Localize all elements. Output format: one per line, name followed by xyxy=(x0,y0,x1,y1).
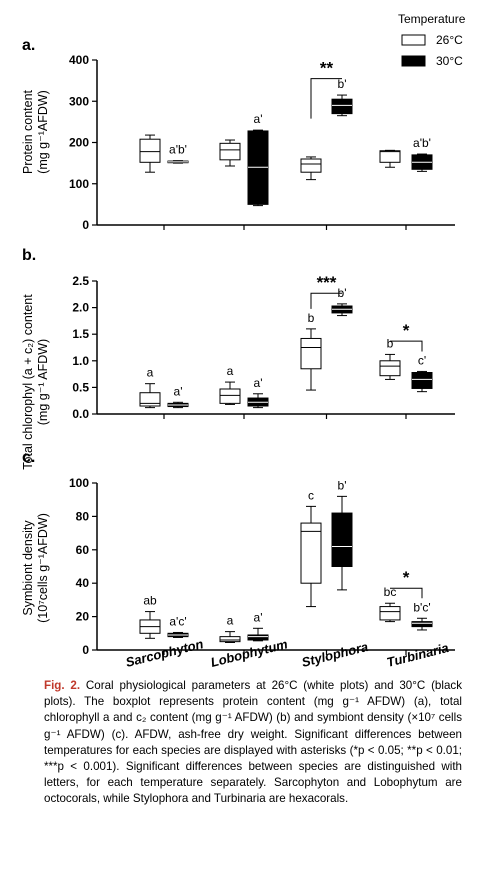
panel-b-ylabel-line2: (mg g⁻¹ AFDW) xyxy=(36,339,50,425)
legend-label-30c: 30°C xyxy=(436,54,463,68)
legend: Temperature 26°C 30°C xyxy=(398,12,466,68)
box-t26 xyxy=(379,150,401,163)
species-label: Turbinaria xyxy=(385,640,450,670)
group-letter-label: a'b' xyxy=(169,143,187,157)
group-letter-label: a' xyxy=(174,384,183,398)
figure-caption: Fig. 2. Coral physiological parameters a… xyxy=(44,678,462,808)
group-letter-label: a xyxy=(147,366,154,380)
group-letter-label: a'b' xyxy=(413,136,431,150)
group-letter-label: b xyxy=(308,311,315,325)
y-tick-label: 200 xyxy=(69,136,89,150)
y-tick-label: 0.5 xyxy=(72,380,89,394)
y-tick-label: 20 xyxy=(76,610,90,624)
box-t30 xyxy=(411,372,433,389)
panel-a-ylabel: Protein content (mg g⁻¹AFDW) xyxy=(21,89,50,174)
panel-b-ylabel-line1: Total chlorophyl (a + c₂) content xyxy=(21,294,35,470)
y-tick-label: 100 xyxy=(69,476,89,490)
box-t26 xyxy=(300,522,322,584)
group-letter-label: ab xyxy=(143,594,157,608)
box-t30 xyxy=(411,621,433,628)
y-tick-label: 2.0 xyxy=(72,301,89,315)
box-t30 xyxy=(331,512,353,567)
box-t26 xyxy=(219,388,241,404)
y-tick-label: 0 xyxy=(82,218,89,232)
panel-c-plot: 0 20 40 60 80 100 ab a'c' a a' c b' bc b'c'* xyxy=(69,476,455,657)
group-letter-label: c' xyxy=(418,353,426,367)
group-letter-label: a xyxy=(227,364,234,378)
box-t26 xyxy=(139,392,161,407)
significance-bracket xyxy=(390,340,423,352)
panel-b-plot: 0.00.51.01.52.02.5aa'aa'bb'bc'**** xyxy=(72,273,455,421)
y-tick-label: 80 xyxy=(76,509,90,523)
panel-c-label: c. xyxy=(22,449,35,466)
box-t26 xyxy=(300,337,322,370)
box-t26 xyxy=(379,360,401,377)
group-letter-label: b' xyxy=(338,77,347,91)
legend-label-26c: 26°C xyxy=(436,33,463,47)
group-letter-label: a' xyxy=(254,376,263,390)
panel-c-ylabel-line2: (10⁷cells g⁻¹AFDW) xyxy=(36,513,50,623)
significance-stars: *** xyxy=(317,273,337,292)
caption-fig-label: Fig. 2. xyxy=(44,679,81,692)
box-t26 xyxy=(139,138,161,163)
y-tick-label: 0 xyxy=(82,643,89,657)
group-letter-label: bc xyxy=(384,585,397,599)
group-letter-label: a xyxy=(227,614,234,628)
species-label: Stylophora xyxy=(300,639,370,670)
y-tick-label: 60 xyxy=(76,543,90,557)
y-tick-label: 100 xyxy=(69,177,89,191)
figure-panels: Temperature 26°C 30°C a. b. c. Protein c… xyxy=(21,12,466,670)
panel-b-label: b. xyxy=(22,247,36,264)
y-tick-label: 1.0 xyxy=(72,354,89,368)
caption-text: Coral physiological parameters at 26°C (… xyxy=(44,679,462,806)
box-t26 xyxy=(300,158,322,173)
panel-a-ylabel-line2: (mg g⁻¹AFDW) xyxy=(36,90,50,174)
significance-stars: * xyxy=(403,321,410,340)
group-letter-label: b xyxy=(387,336,394,350)
panel-c-ylabel-line1: Symbiont density xyxy=(21,520,35,616)
panel-a-label: a. xyxy=(22,37,35,54)
legend-swatch-30c xyxy=(401,55,426,67)
significance-bracket xyxy=(390,587,423,599)
box-t26 xyxy=(379,606,401,621)
group-letter-label: a' xyxy=(254,610,263,624)
species-label: Sarcophyton xyxy=(124,636,205,670)
panel-b-ylabel: Total chlorophyl (a + c₂) content (mg g⁻… xyxy=(21,294,50,470)
group-letter-label: b'c' xyxy=(413,600,430,614)
y-tick-label: 2.5 xyxy=(72,274,89,288)
xlabel-stylophora: Stylophora xyxy=(300,639,370,670)
significance-stars: * xyxy=(403,568,410,587)
xlabel-sarcophyton: Sarcophyton xyxy=(124,636,205,670)
y-tick-label: 40 xyxy=(76,576,90,590)
y-tick-label: 0.0 xyxy=(72,407,89,421)
legend-swatch-26c xyxy=(401,34,426,46)
box-t30 xyxy=(331,98,353,115)
panel-a-ylabel-line1: Protein content xyxy=(21,89,35,174)
group-letter-label: a'c' xyxy=(169,614,186,628)
y-tick-label: 1.5 xyxy=(72,327,89,341)
significance-stars: ** xyxy=(320,59,334,78)
group-letter-label: a' xyxy=(254,112,263,126)
group-letter-label: b' xyxy=(338,478,347,492)
legend-title: Temperature xyxy=(398,12,466,26)
y-tick-label: 400 xyxy=(69,53,89,67)
box-t26 xyxy=(219,636,241,643)
box-t26 xyxy=(219,142,241,161)
panel-c-ylabel: Symbiont density (10⁷cells g⁻¹AFDW) xyxy=(21,513,50,623)
significance-bracket xyxy=(310,292,342,309)
significance-bracket xyxy=(310,78,342,119)
group-letter-label: c xyxy=(308,488,314,502)
y-tick-label: 300 xyxy=(69,94,89,108)
xlabel-turbinaria: Turbinaria xyxy=(385,640,450,670)
box-t30 xyxy=(247,634,269,641)
